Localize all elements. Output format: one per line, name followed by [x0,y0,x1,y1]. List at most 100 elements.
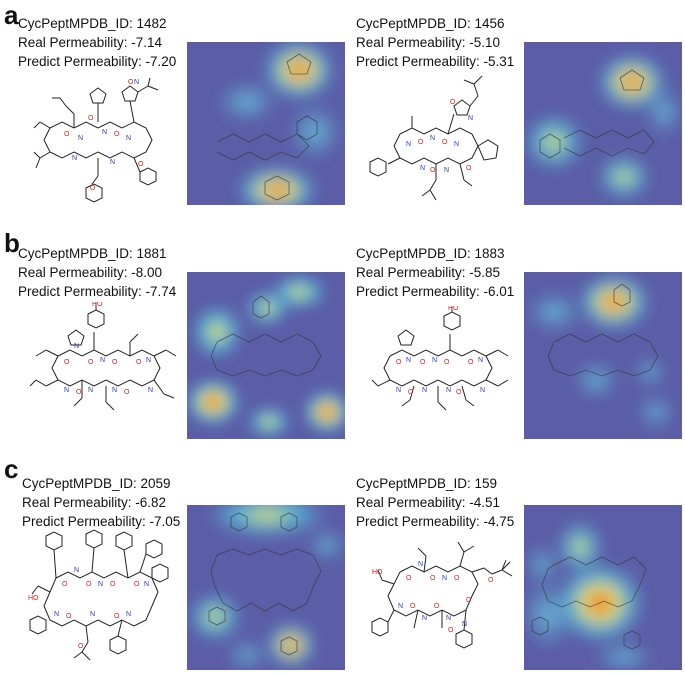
attention-heatmap-1482 [187,42,345,205]
svg-text:N: N [398,603,403,610]
svg-text:O: O [86,581,92,588]
svg-text:O: O [444,359,450,366]
svg-text:N: N [134,79,139,86]
panel-label-b: b [4,228,20,258]
real-permeability-label: Real Permeability: -6.82 [22,495,167,510]
svg-text:HO: HO [372,569,383,576]
predicted-permeability-label: Predict Permeability: -6.01 [356,284,515,299]
svg-text:O: O [88,115,94,122]
svg-text:N: N [88,387,93,394]
svg-text:O: O [78,643,84,650]
svg-text:N: N [462,621,467,628]
svg-text:O: O [408,389,414,396]
svg-text:O: O [430,575,436,582]
svg-text:N: N [72,155,77,162]
svg-text:O: O [466,165,472,172]
svg-text:N: N [396,387,401,394]
svg-text:O: O [64,131,70,138]
svg-text:N: N [126,611,131,618]
svg-text:O: O [138,161,144,168]
svg-text:N: N [54,611,59,618]
svg-text:O: O [128,79,134,86]
svg-text:O: O [136,359,142,366]
predicted-permeability-label: Predict Permeability: -4.75 [356,514,515,529]
attention-heatmap-1456 [524,42,682,205]
svg-text:O: O [110,581,116,588]
svg-text:O: O [114,613,120,620]
molecule-id-label: CycPeptMPDB_ID: 1881 [18,246,167,261]
svg-text:N: N [64,387,69,394]
svg-text:O: O [396,359,402,366]
svg-text:O: O [406,575,412,582]
svg-text:N: N [98,581,103,588]
molecule-id-label: CycPeptMPDB_ID: 1482 [18,16,167,31]
svg-text:O: O [466,597,472,604]
svg-text:O: O [468,359,474,366]
svg-text:O: O [90,185,96,192]
svg-text:N: N [420,165,425,172]
entry-info-1883: CycPeptMPDB_ID: 1883 Real Permeability: … [356,244,514,301]
svg-text:N: N [480,387,485,394]
entry-info-2059: CycPeptMPDB_ID: 2059 Real Permeability: … [22,474,180,531]
svg-text:O: O [488,577,494,584]
entry-info-1482: CycPeptMPDB_ID: 1482 Real Permeability: … [18,14,176,71]
svg-text:O: O [420,359,426,366]
svg-text:N: N [454,141,459,148]
svg-text:N: N [442,575,447,582]
svg-text:O: O [66,613,72,620]
svg-text:O: O [456,389,462,396]
real-permeability-label: Real Permeability: -5.10 [356,35,501,50]
predicted-permeability-label: Predict Permeability: -7.20 [18,54,177,69]
svg-text:O: O [448,627,454,634]
svg-text:N: N [74,343,79,350]
svg-text:O: O [430,167,436,174]
svg-text:O: O [112,359,118,366]
molecule-structure-1883: O O O O O O HO N N N N N N N [371,306,509,411]
svg-text:N: N [432,357,437,364]
svg-text:N: N [446,387,451,394]
attention-heatmap-159 [524,505,682,670]
svg-text:O: O [134,581,140,588]
svg-text:O: O [62,581,68,588]
molecule-id-label: CycPeptMPDB_ID: 1456 [356,16,505,31]
svg-text:N: N [78,135,83,142]
svg-text:N: N [100,357,105,364]
svg-text:N: N [102,129,107,136]
svg-text:O: O [76,389,82,396]
predicted-permeability-label: Predict Permeability: -7.05 [22,514,181,529]
real-permeability-label: Real Permeability: -7.14 [18,35,163,50]
svg-text:HO: HO [448,306,459,312]
svg-text:O: O [114,131,120,138]
real-permeability-label: Real Permeability: -4.51 [356,495,501,510]
svg-text:N: N [110,159,115,166]
real-permeability-label: Real Permeability: -5.85 [356,265,501,280]
svg-text:O: O [442,139,448,146]
svg-text:N: N [148,387,153,394]
attention-heatmap-1883 [524,272,682,439]
svg-text:O: O [410,603,416,610]
panel-label-a: a [4,0,19,30]
entry-info-1881: CycPeptMPDB_ID: 1881 Real Permeability: … [18,244,176,301]
svg-text:N: N [430,135,435,142]
svg-text:N: N [406,141,411,148]
svg-text:HO: HO [28,595,39,602]
svg-text:O: O [434,603,440,610]
svg-text:N: N [444,167,449,174]
molecule-structure-1456: O O O O O N N N N N N [369,75,499,201]
svg-text:O: O [454,575,460,582]
svg-text:N: N [478,357,483,364]
attention-heatmap-2059 [187,505,345,670]
svg-text:N: N [422,387,427,394]
entry-info-1456: CycPeptMPDB_ID: 1456 Real Permeability: … [356,14,514,71]
entry-info-159: CycPeptMPDB_ID: 159 Real Permeability: -… [356,474,514,531]
svg-text:N: N [468,115,473,122]
svg-text:O: O [88,359,94,366]
molecule-structure-1482: O O O O O O N N N N N N [33,78,159,203]
molecule-structure-2059: O O O O O O O HO N N N N N N [28,529,169,661]
svg-text:N: N [144,581,149,588]
svg-text:O: O [124,389,130,396]
svg-text:N: N [446,615,451,622]
svg-text:O: O [450,99,456,106]
svg-text:N: N [112,387,117,394]
svg-text:O: O [64,359,70,366]
